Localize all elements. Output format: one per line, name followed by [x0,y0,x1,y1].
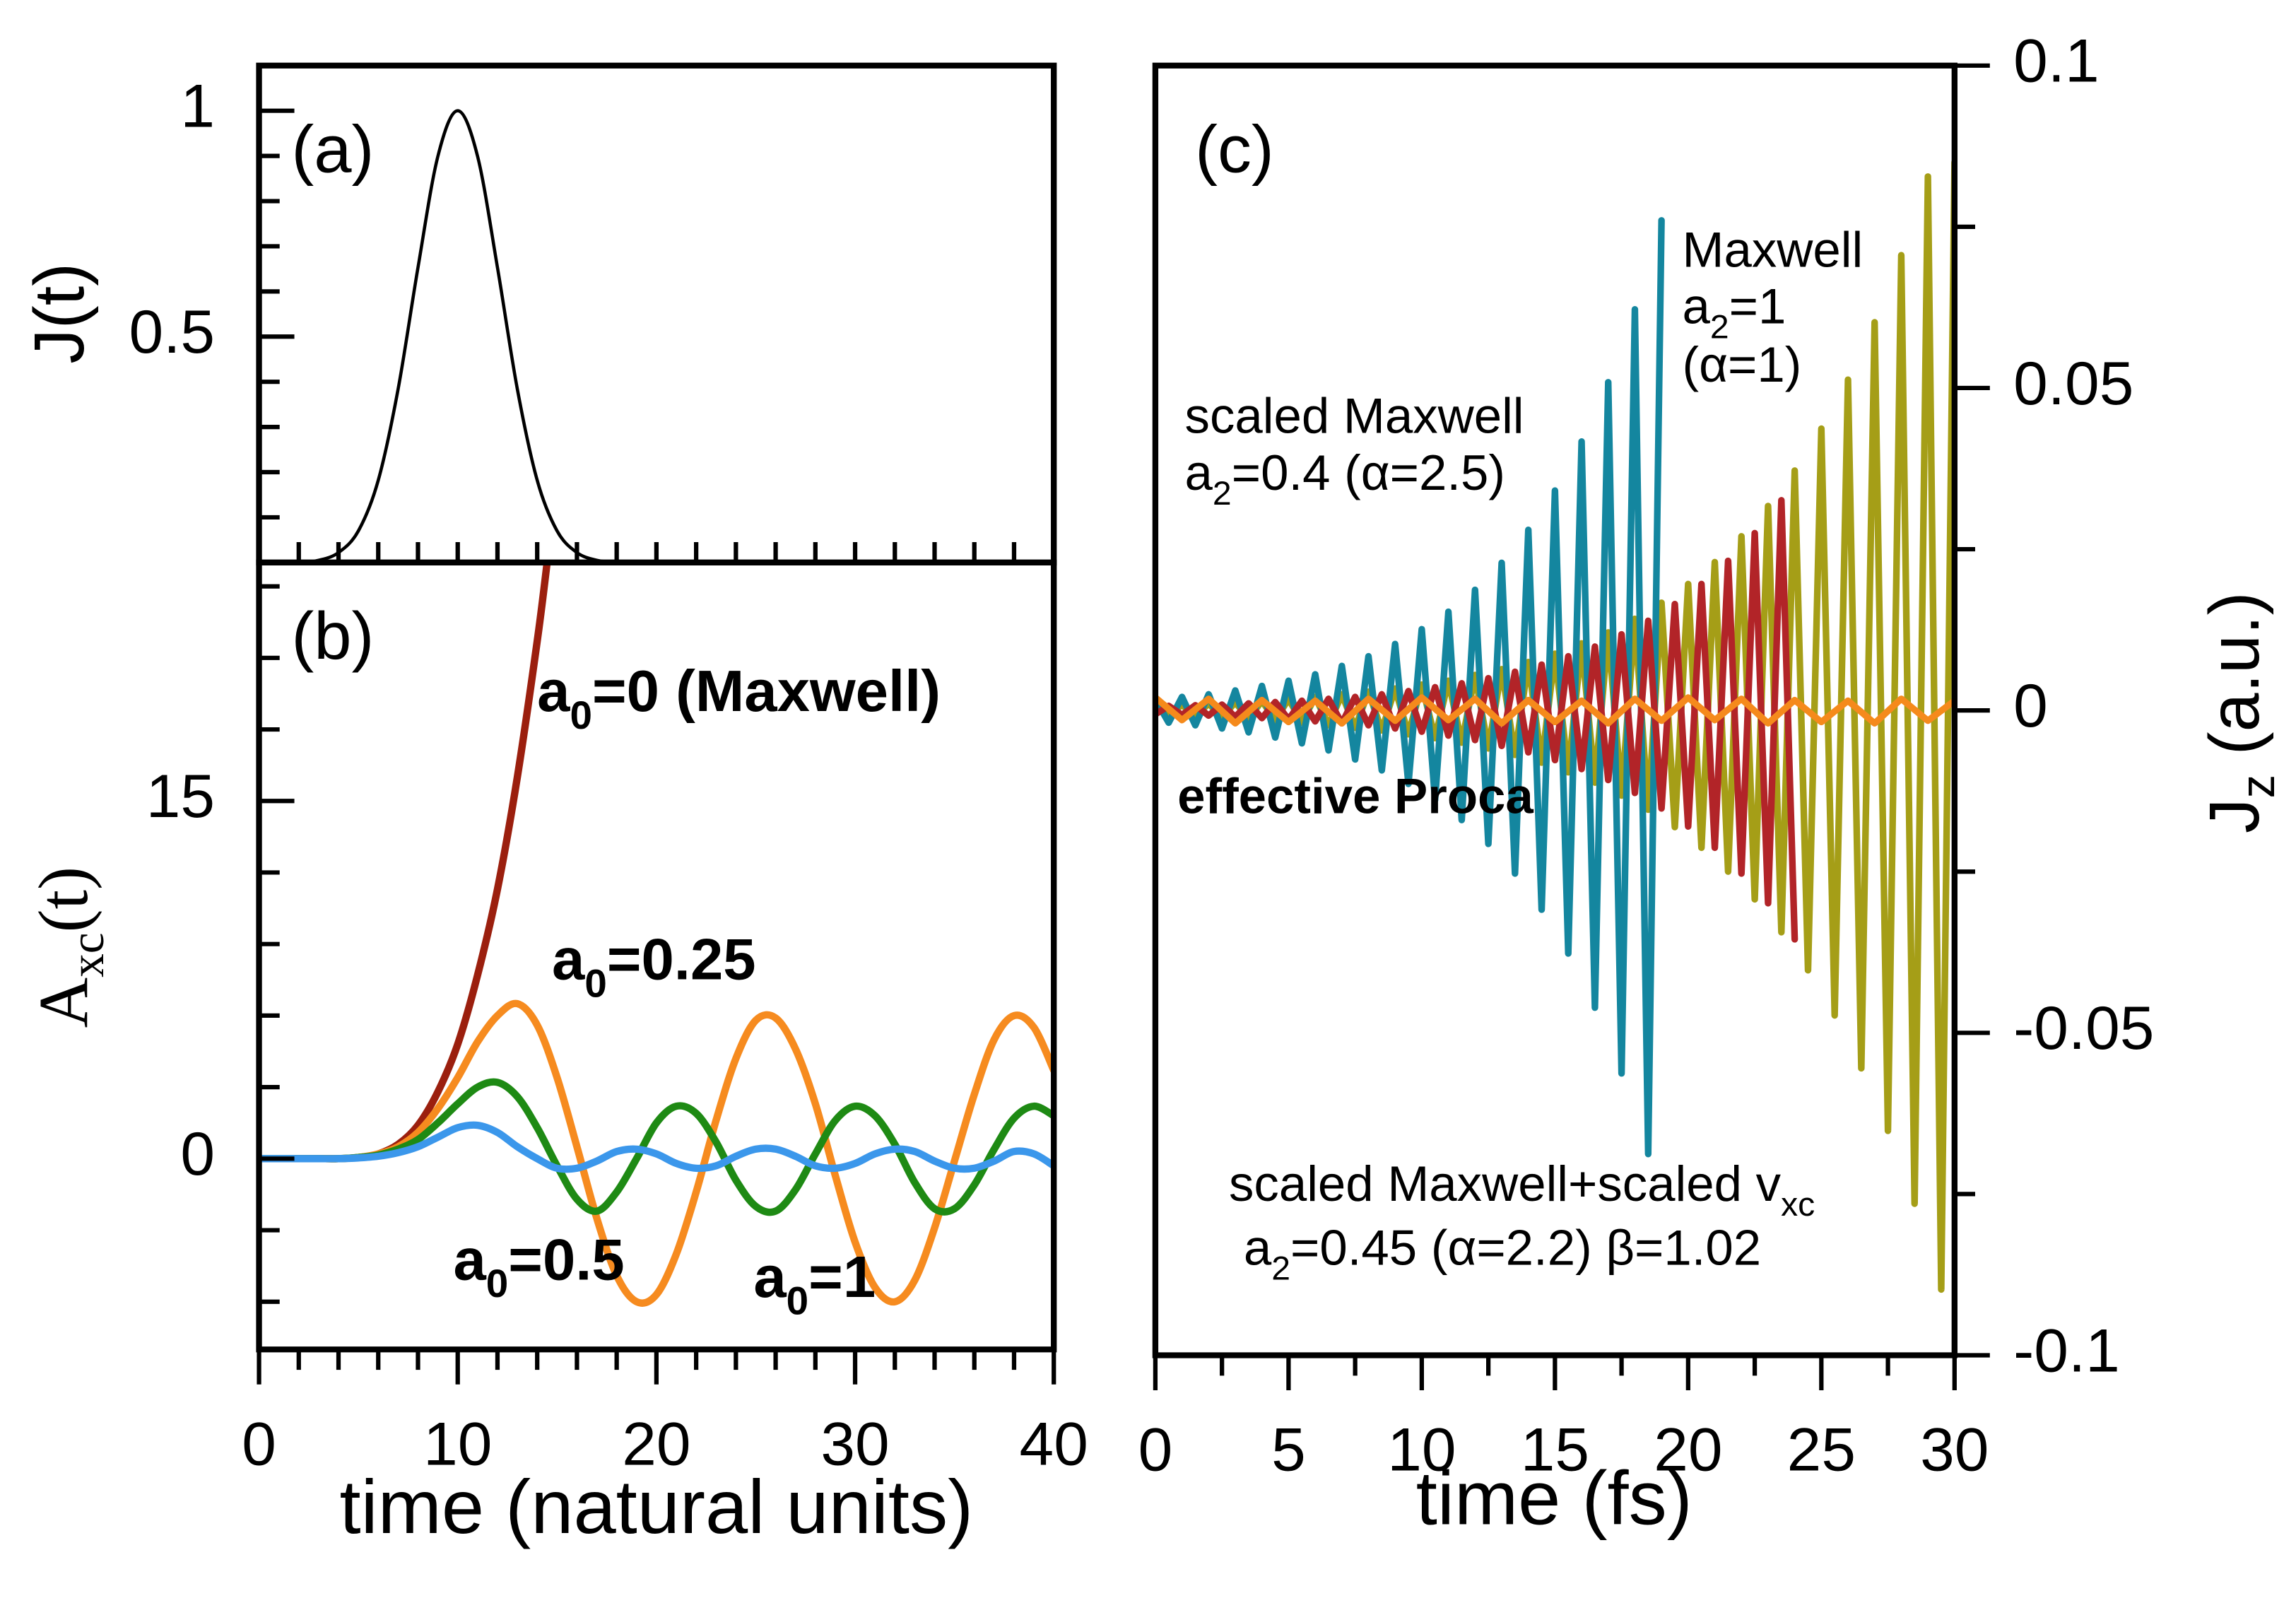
y-tick-label: 0 [180,1120,215,1189]
x-tick-label: 20 [622,1410,690,1479]
x-tick-label: 5 [1271,1416,1306,1484]
annotation: a0=0 (Maxwell) [537,659,941,737]
x-tick-label: 30 [820,1410,889,1479]
curve [259,1078,1054,1216]
text-part: 2 [1710,309,1729,346]
text-part: 0 [486,1261,509,1305]
annotation: (α=1) [1683,337,1802,393]
annotation: effective Proca [1177,768,1533,824]
text-part: effective Proca [1177,768,1533,824]
text-part: scaled Maxwell [1185,388,1524,444]
text-part: a [537,659,570,724]
annotation: a0=0.5 [453,1227,624,1305]
annotation: (b) [291,599,374,673]
text-part: xc [60,932,113,977]
text-part: (α=1) [1683,337,1802,393]
x-tick-label: 10 [1387,1416,1456,1484]
annotation: a0=0.25 [552,927,756,1005]
annotation: (a) [291,112,374,187]
curve [259,109,1054,563]
y-tick-label: 0 [2013,671,2048,740]
y-tick-label: 0.05 [2013,349,2133,418]
curve [1155,159,1955,1293]
text-part: (c) [1195,112,1274,187]
text-part: J [2196,799,2275,833]
text-part: (b) [291,599,374,673]
y-tick-label: -0.05 [2013,994,2154,1063]
text-part: z [2231,775,2284,799]
text-part: =0.25 [607,927,756,992]
text-part: 0 [787,1279,809,1323]
text-part: a [753,1244,787,1310]
text-part: =0.4 (α=2.5) [1232,445,1505,500]
x-tick-label: 15 [1521,1416,1589,1484]
annotation: a2=0.45 (α=2.2) β=1.02 [1244,1220,1761,1288]
text-part: =0.45 (α=2.2) β=1.02 [1290,1220,1761,1276]
annotation: scaled Maxwell+scaled vxc [1229,1156,1815,1223]
annotation: a2=1 [1683,278,1786,346]
curve [1155,217,1665,1158]
y-tick-label: 0.5 [129,298,215,367]
x-tick-label: 40 [1020,1410,1088,1479]
text-part: A [23,977,102,1028]
text-part: a [1683,278,1711,334]
text-part: Maxwell [1683,222,1864,278]
text-part: 2 [1271,1250,1290,1288]
text-part: xc [1781,1186,1815,1223]
text-part: 0 [570,693,593,737]
x-axis-label: time (fs) [1416,1455,1692,1540]
text-part: =0 (Maxwell) [592,659,941,724]
annotation: scaled Maxwell [1185,388,1524,444]
text-part: a [552,927,585,992]
text-part: =1 [1729,278,1786,334]
text-part: a [453,1227,486,1293]
curve [259,1121,1054,1173]
x-tick-label: 0 [242,1410,276,1479]
y-axis-label: J(t) [20,263,100,364]
x-axis-label: time (natural units) [340,1464,974,1549]
annotation: a0=1 [753,1244,876,1322]
y-tick-label: 0.1 [2013,27,2100,95]
text-part: 0 [584,961,607,1006]
x-tick-label: 25 [1787,1416,1856,1484]
y-tick-label: 15 [146,763,215,831]
annotation: a2=0.4 (α=2.5) [1185,445,1505,512]
y-axis-label: Jz (a.u.) [2196,592,2285,833]
text-part: (a) [291,112,374,187]
curve [1155,694,1955,727]
text-part: (a.u.) [2196,592,2275,774]
text-part: a [1185,445,1213,500]
y-tick-label: -0.1 [2013,1317,2120,1385]
x-tick-label: 10 [423,1410,492,1479]
text-part: scaled Maxwell+scaled v [1229,1156,1781,1211]
y-axis-label: Axc(t) [23,867,113,1028]
annotation: Maxwell [1683,222,1864,278]
x-tick-label: 30 [1920,1416,1989,1484]
frame [256,62,1057,565]
text-part: =1 [808,1244,876,1310]
annotation: (c) [1195,112,1274,187]
x-tick-label: 0 [1138,1416,1173,1484]
curve [1155,497,1798,943]
text-part: 2 [1213,475,1232,512]
text-part: =0.5 [508,1227,624,1293]
text-part: (t) [23,867,102,932]
y-tick-label: 1 [180,72,215,141]
x-tick-label: 20 [1654,1416,1722,1484]
text-part: a [1244,1220,1272,1276]
